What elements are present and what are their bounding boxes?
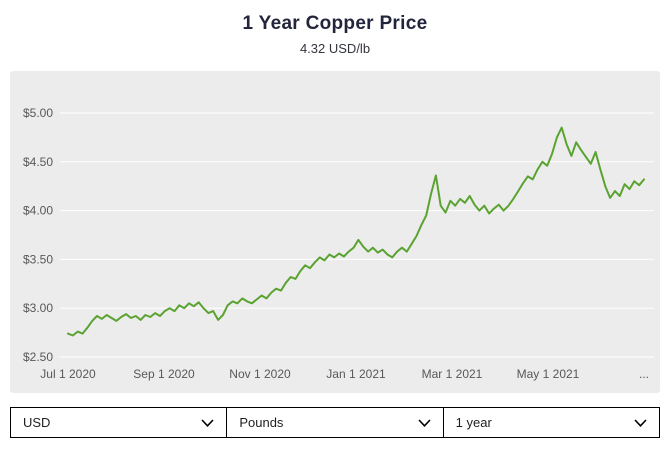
- page-title: 1 Year Copper Price: [242, 13, 428, 34]
- chevron-down-icon: [418, 418, 431, 427]
- svg-text:$3.00: $3.00: [23, 301, 53, 315]
- price-chart: $2.50 $3.00 $3.50 $4.00 $4.50 $5.00 Jul 1 2020…: [10, 71, 660, 393]
- svg-text:Jul 1 2020: Jul 1 2020: [40, 367, 96, 381]
- current-price: 4.32 USD/lb: [299, 41, 371, 56]
- svg-text:$4.50: $4.50: [23, 155, 53, 169]
- price-chart-canvas: $2.50 $3.00 $3.50 $4.00 $4.50 $5.00 Jul 1 2020…: [23, 106, 654, 381]
- period-select[interactable]: 1 year: [442, 407, 660, 438]
- chevron-down-icon: [201, 418, 214, 427]
- svg-text:$4.00: $4.00: [23, 204, 53, 218]
- svg-text:Nov 1 2020: Nov 1 2020: [229, 367, 291, 381]
- currency-select[interactable]: USD: [10, 407, 228, 438]
- chart-controls: USD Pounds 1 year: [10, 407, 660, 438]
- svg-text:$3.50: $3.50: [23, 252, 53, 266]
- period-select-value: 1 year: [455, 415, 492, 430]
- unit-select[interactable]: Pounds: [226, 407, 444, 438]
- svg-text:May 1 2021: May 1 2021: [517, 367, 580, 381]
- chevron-down-icon: [634, 418, 647, 427]
- svg-text:Jan 1 2021: Jan 1 2021: [326, 367, 386, 381]
- svg-text:$2.50: $2.50: [23, 350, 53, 364]
- unit-select-value: Pounds: [239, 415, 284, 430]
- svg-text:Mar 1 2021: Mar 1 2021: [422, 367, 483, 381]
- svg-text:Sep 1 2020: Sep 1 2020: [133, 367, 195, 381]
- svg-text:...: ...: [639, 367, 649, 381]
- svg-text:$5.00: $5.00: [23, 106, 53, 120]
- currency-select-value: USD: [23, 415, 51, 430]
